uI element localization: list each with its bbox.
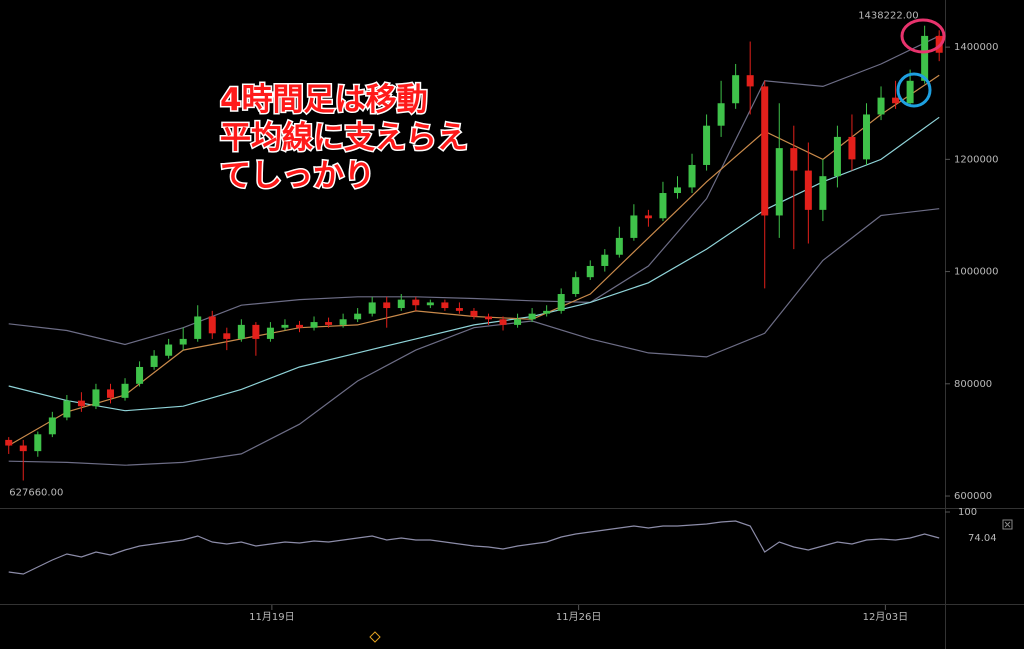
x-tick-label: 11月19日: [249, 611, 294, 623]
candle-body: [426, 302, 434, 306]
candle-body: [877, 97, 885, 115]
candle-body: [310, 322, 318, 328]
y-tick-label: 1000000: [954, 267, 999, 278]
candle-body: [833, 136, 841, 177]
candle-body: [484, 316, 492, 320]
event-marker[interactable]: [369, 631, 381, 643]
candle-body: [34, 434, 42, 452]
candle-body: [848, 136, 856, 160]
annotation-line: 平均線に支えらえ: [220, 120, 468, 156]
rsi-value-label: 74.04: [968, 533, 997, 544]
candle-body: [455, 308, 463, 311]
candle-body: [325, 322, 333, 325]
candle-body: [601, 254, 609, 266]
candle-body: [208, 316, 216, 334]
candle-body: [106, 389, 114, 398]
candle-body: [165, 344, 173, 356]
low-price-label: 627660.00: [9, 488, 63, 499]
candle-body: [194, 316, 202, 339]
candle-body: [572, 277, 580, 295]
candle-body: [630, 215, 638, 238]
candle-body: [77, 400, 85, 407]
candle-body: [514, 319, 522, 325]
candle-body: [761, 86, 769, 216]
candle-body: [5, 439, 13, 446]
annotation-line: 4時間足は移動: [220, 82, 428, 118]
indicator-line: [8, 208, 940, 466]
candle-body: [281, 324, 289, 328]
candle-body: [746, 75, 754, 87]
candle-body: [586, 265, 594, 278]
y-tick-label: 1200000: [954, 154, 999, 165]
candle-body: [644, 215, 652, 219]
candle-body: [412, 299, 420, 306]
close-indicator-button[interactable]: [1002, 519, 1013, 530]
candle-body: [368, 302, 376, 314]
indicator-line: [8, 116, 940, 412]
candle-body: [179, 338, 187, 345]
candle-body: [717, 103, 725, 126]
candle-body: [673, 187, 681, 194]
candle-body: [862, 114, 870, 160]
candle-body: [48, 417, 56, 435]
candle-body: [528, 313, 536, 320]
indicator-line: [8, 35, 940, 346]
candle-body: [354, 313, 362, 320]
candle-body: [136, 366, 144, 384]
candle-body: [906, 80, 914, 104]
candle-body: [499, 319, 507, 325]
candle-body: [470, 310, 478, 317]
y-tick-label: 1400000: [954, 42, 999, 53]
candle-body: [775, 148, 783, 216]
annotation-line: てしっかり: [220, 158, 375, 194]
y-tick-label: 600000: [954, 491, 992, 502]
plot-area: 600000 800000 1000000 1200000 1400000 11月19日 1…: [5, 11, 999, 623]
candle-body: [615, 237, 623, 255]
candle-body: [804, 170, 812, 210]
candle-body: [63, 400, 71, 418]
candle-body: [557, 294, 565, 311]
highlight-circle-support: [896, 72, 932, 108]
high-price-label: 1438222.00: [858, 11, 918, 22]
candle-body: [703, 125, 711, 165]
candle-body: [659, 193, 667, 219]
candle-body: [732, 75, 740, 104]
x-tick-label: 11月26日: [556, 611, 601, 623]
candle-body: [921, 35, 929, 81]
candle-body: [150, 355, 158, 367]
rsi-line: [8, 520, 940, 575]
candle-body: [252, 324, 260, 339]
highlight-circle-high: [900, 18, 946, 54]
y-tick-label: 800000: [954, 379, 992, 390]
candle-body: [790, 148, 798, 171]
candle-body: [121, 383, 129, 398]
candle-body: [441, 302, 449, 309]
candle-body: [688, 164, 696, 188]
candle-body: [295, 324, 303, 328]
y-tick-label: 100: [958, 507, 977, 518]
candle-body: [19, 445, 27, 452]
candle-body: [819, 176, 827, 210]
candle-body: [543, 310, 551, 314]
close-icon: [1004, 521, 1011, 528]
candle-body: [892, 97, 900, 104]
candle-body: [223, 333, 231, 339]
candle-body: [383, 302, 391, 309]
x-tick-label: 12月03日: [863, 611, 908, 623]
candle-body: [397, 299, 405, 309]
candle-body: [339, 319, 347, 325]
candle-body: [266, 327, 274, 339]
candle-body: [237, 324, 245, 339]
candle-body: [92, 389, 100, 407]
